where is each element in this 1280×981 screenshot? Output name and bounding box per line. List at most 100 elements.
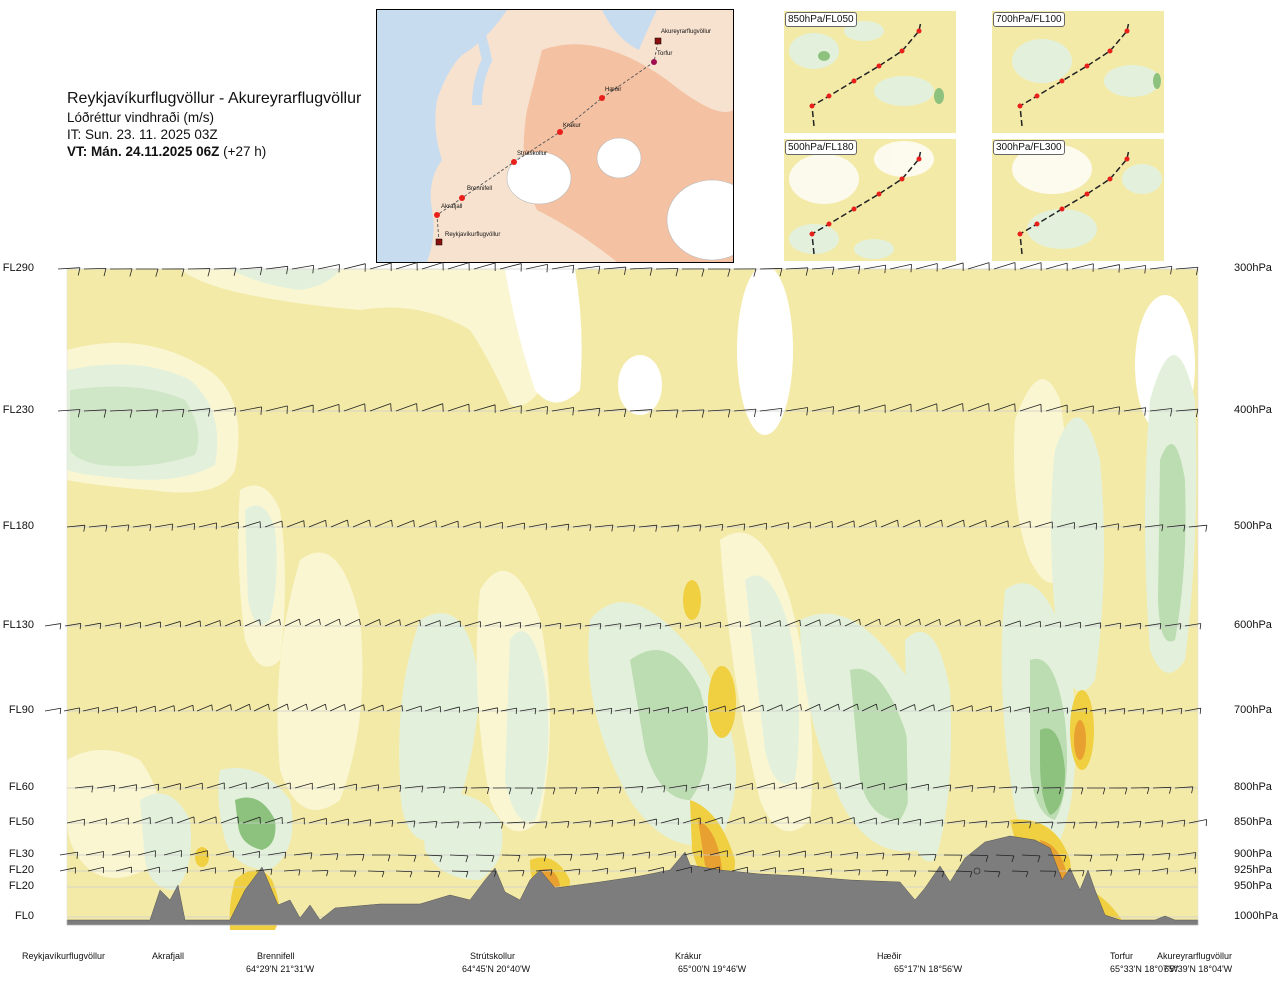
wind-barb-staff — [538, 708, 555, 712]
wind-barb-flag — [939, 619, 941, 626]
wind-barb-flag — [959, 619, 961, 626]
wind-barb-staff — [161, 408, 184, 412]
wind-barb-flag — [727, 268, 731, 277]
wind-barb-flag — [699, 524, 702, 532]
coord-krakur: 65°00'N 19°46'W — [678, 964, 747, 974]
wind-barb-flag — [858, 266, 861, 275]
wind-barb-flag — [211, 704, 213, 711]
wind-barb-flag — [1082, 870, 1085, 877]
wind-barb-staff — [984, 620, 1001, 627]
wind-barb-staff — [863, 404, 886, 412]
wind-barb-flag — [1124, 787, 1128, 795]
wind-barb-staff — [861, 703, 877, 712]
wind-barb-staff — [707, 409, 730, 412]
wind-barb-staff — [683, 850, 702, 856]
wind-barb-flag — [1102, 787, 1106, 795]
wind-barb-staff — [941, 262, 964, 270]
wind-barb-flag — [1085, 708, 1088, 715]
wind-barb-staff — [822, 782, 841, 789]
wind-barb-staff — [440, 821, 459, 824]
hpa-label-700: 700hPa — [1234, 704, 1272, 716]
wind-barb-staff — [443, 706, 460, 712]
wind-barb-staff — [87, 866, 104, 872]
wind-barb-flag — [780, 408, 783, 417]
wind-barb-staff — [770, 816, 789, 824]
wind-barb-staff — [250, 782, 269, 789]
wind-barb-staff — [660, 524, 679, 528]
wind-barb-flag — [1161, 708, 1164, 715]
wind-barb-flag — [611, 820, 614, 827]
wind-barb-staff — [591, 867, 608, 872]
wind-barb-staff — [910, 783, 929, 789]
wind-barb-staff — [813, 851, 832, 856]
wind-barb-flag — [91, 785, 94, 793]
wind-barb-flag — [553, 708, 556, 715]
wind-barb-flag — [306, 704, 308, 710]
wind-barb-flag — [611, 524, 614, 532]
wind-barb-staff — [418, 821, 437, 824]
wind-barb-staff — [871, 869, 889, 872]
wind-barb-staff — [1100, 523, 1119, 528]
wind-barb-flag — [914, 704, 916, 711]
wind-barb-staff — [462, 821, 481, 824]
wind-barb-flag — [701, 409, 705, 418]
wind-barb-staff — [104, 622, 121, 627]
wind-barb-flag — [949, 784, 952, 792]
wind-barb-flag — [326, 870, 329, 877]
location-akureyri: Akureyrarflugvöllur — [1157, 951, 1233, 961]
wind-barb-staff — [1175, 266, 1198, 270]
wind-barb-staff — [1013, 706, 1030, 712]
wind-barb-staff — [1034, 821, 1053, 824]
fl-label-20a: FL20 — [8, 864, 34, 876]
wind-barb-staff — [1078, 522, 1097, 528]
wind-barb-staff — [444, 620, 461, 627]
wind-barb-flag — [997, 871, 1001, 878]
wind-barb-staff — [657, 850, 676, 856]
wind-barb-staff — [734, 783, 753, 789]
wind-barb-staff — [888, 783, 907, 789]
wind-barb-flag — [908, 853, 911, 861]
wind-barb-staff — [140, 783, 159, 789]
wind-barb-staff — [1095, 869, 1112, 872]
wind-barb-flag — [1139, 524, 1142, 531]
wind-barb-flag — [578, 869, 581, 875]
wind-barb-flag — [550, 869, 553, 876]
wind-barb-staff — [374, 519, 392, 528]
wind-barb-flag — [914, 870, 917, 877]
wind-barb-flag — [113, 785, 116, 792]
wind-barb-flag — [832, 406, 834, 415]
wind-barb-flag — [465, 871, 469, 878]
wind-barb-flag — [1058, 787, 1062, 795]
wind-barb-flag — [1183, 820, 1186, 827]
wind-barb-staff — [759, 268, 783, 270]
wind-barb-flag — [479, 821, 482, 829]
wind-barb-flag — [339, 618, 341, 625]
wind-barb-staff — [405, 705, 422, 712]
wind-barb-staff — [440, 520, 459, 528]
wind-barb-staff — [580, 787, 600, 789]
wind-barb-staff — [747, 704, 764, 712]
wind-barb-flag — [781, 704, 783, 711]
wind-barb-flag — [443, 786, 446, 794]
wind-barb-flag — [552, 787, 556, 795]
wind-barb-staff — [227, 867, 244, 872]
wind-barb-flag — [1195, 267, 1199, 276]
wind-barb-flag — [129, 409, 133, 418]
wind-barb-staff — [787, 850, 806, 856]
wind-barb-staff — [944, 619, 960, 627]
wind-barb-staff — [1071, 405, 1094, 412]
wind-barb-flag — [952, 705, 954, 712]
wind-barb-staff — [143, 866, 160, 872]
wind-barb-staff — [506, 821, 525, 824]
wind-barb-staff — [1032, 707, 1049, 712]
wind-barb-staff — [866, 782, 885, 789]
wind-barb-flag — [546, 406, 548, 415]
wind-barb-flag — [988, 403, 990, 412]
wind-barb-staff — [1045, 404, 1068, 412]
wind-barb-staff — [317, 264, 340, 270]
wind-barb-staff — [902, 818, 921, 824]
wind-barb-flag — [1117, 821, 1120, 829]
wind-barb-staff — [111, 850, 130, 856]
wind-barb-staff — [1124, 623, 1141, 627]
wind-barb-flag — [249, 704, 251, 711]
